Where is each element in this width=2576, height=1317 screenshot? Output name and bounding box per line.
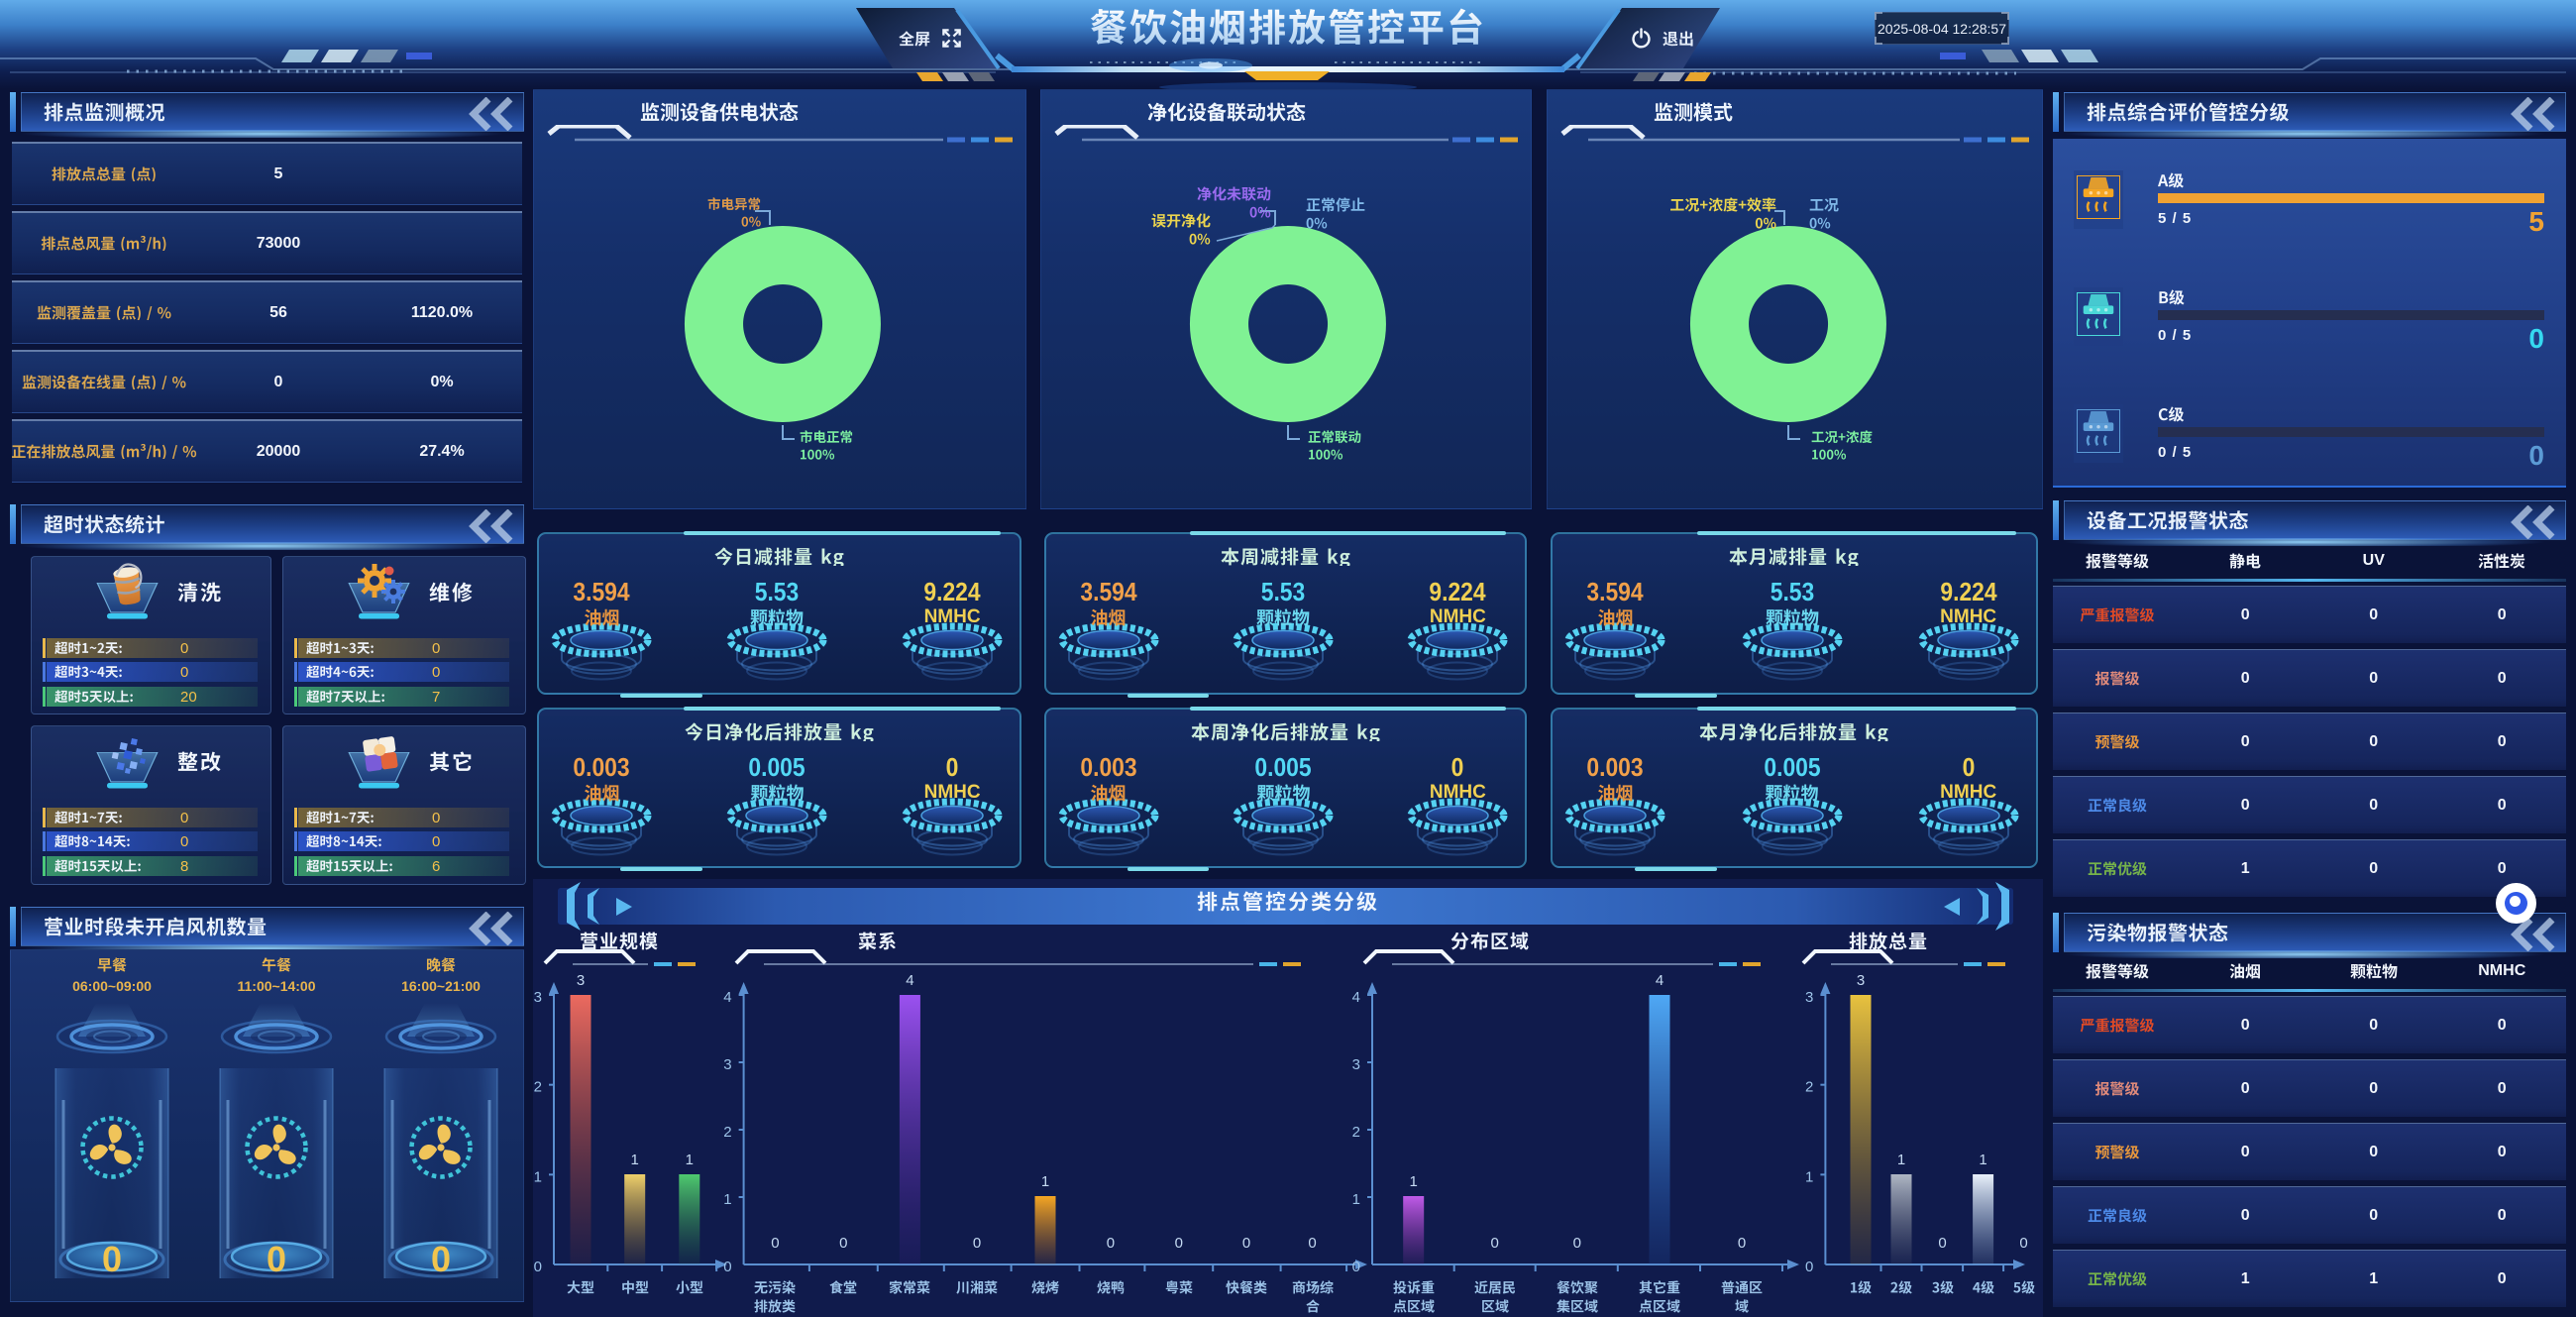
svg-text:4: 4	[723, 989, 731, 1006]
svg-text:2: 2	[1352, 1124, 1360, 1141]
svg-text:0: 0	[1491, 1235, 1499, 1252]
svg-text:4: 4	[1656, 972, 1664, 989]
svg-text:0: 0	[1938, 1235, 1946, 1252]
svg-text:0: 0	[1805, 1259, 1813, 1275]
svg-text:0: 0	[1573, 1235, 1581, 1252]
svg-text:3: 3	[577, 972, 585, 989]
svg-text:1: 1	[1805, 1168, 1813, 1185]
svg-text:0: 0	[973, 1235, 981, 1252]
svg-text:2: 2	[723, 1124, 731, 1141]
svg-text:1: 1	[1979, 1152, 1986, 1168]
svg-text:1: 1	[1352, 1191, 1360, 1208]
svg-text:4: 4	[1352, 989, 1360, 1006]
svg-text:0: 0	[839, 1235, 847, 1252]
svg-text:0: 0	[1107, 1235, 1115, 1252]
svg-text:1: 1	[534, 1168, 542, 1185]
svg-text:1: 1	[723, 1191, 731, 1208]
svg-text:2: 2	[1805, 1079, 1813, 1096]
svg-text:0: 0	[1738, 1235, 1746, 1252]
svg-text:3: 3	[534, 989, 542, 1006]
svg-text:3: 3	[1805, 989, 1813, 1006]
svg-text:0: 0	[1308, 1235, 1316, 1252]
svg-text:0: 0	[534, 1259, 542, 1275]
svg-text:1: 1	[1410, 1173, 1418, 1190]
svg-text:0: 0	[1242, 1235, 1250, 1252]
svg-text:0: 0	[723, 1259, 731, 1275]
svg-text:0: 0	[2019, 1235, 2027, 1252]
svg-text:2: 2	[534, 1079, 542, 1096]
svg-text:0: 0	[1352, 1259, 1360, 1275]
svg-text:1: 1	[1897, 1152, 1905, 1168]
svg-text:3: 3	[723, 1056, 731, 1073]
svg-text:3: 3	[1352, 1056, 1360, 1073]
svg-text:1: 1	[1041, 1173, 1049, 1190]
svg-text:1: 1	[686, 1152, 694, 1168]
svg-text:1: 1	[631, 1152, 639, 1168]
svg-text:0: 0	[771, 1235, 779, 1252]
svg-text:3: 3	[1857, 972, 1865, 989]
svg-text:0: 0	[1175, 1235, 1183, 1252]
svg-text:4: 4	[906, 972, 913, 989]
